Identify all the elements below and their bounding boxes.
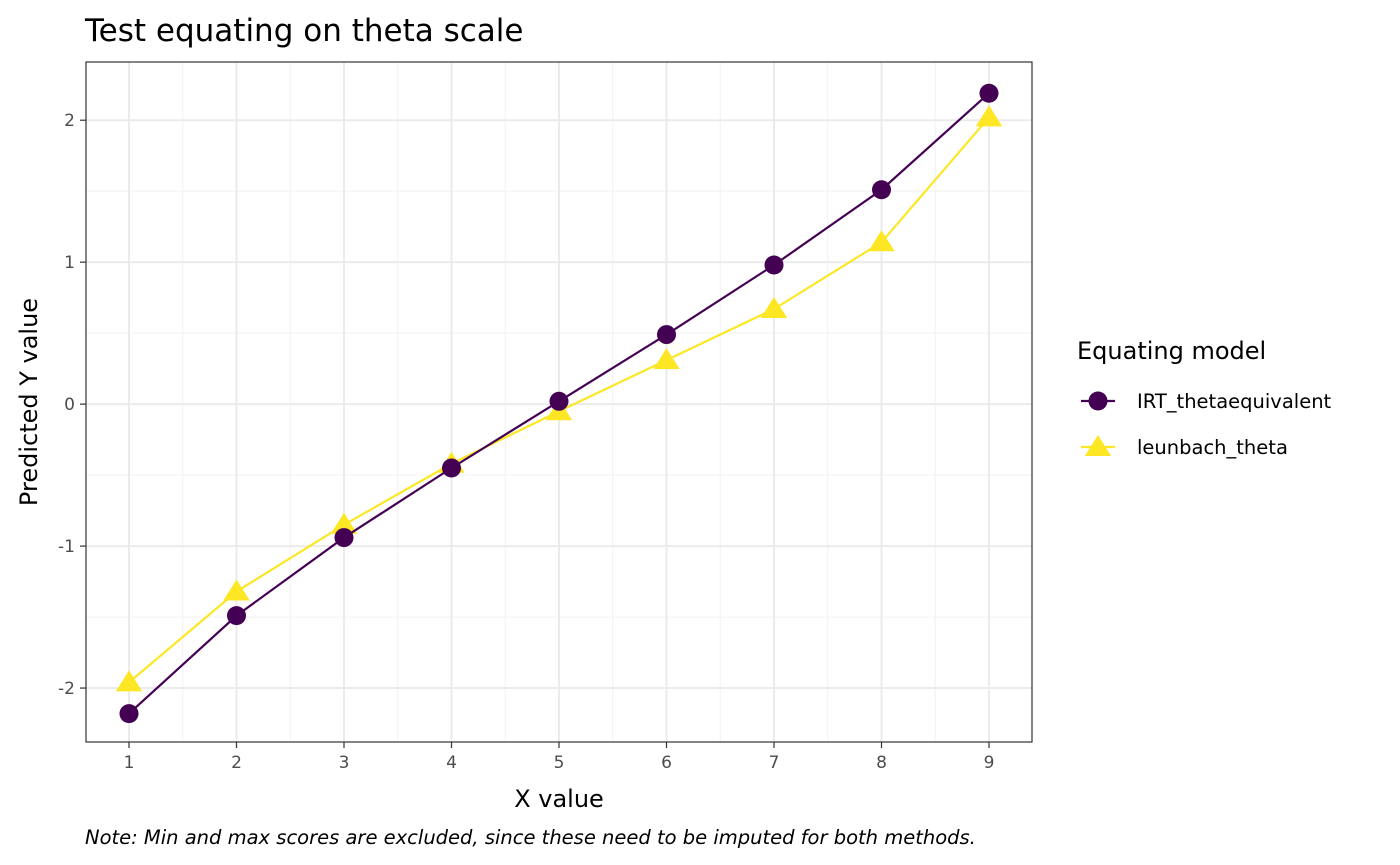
- axes: 1 2 3 4 5 6 7 8 9 -2 -1 0 1 2: [58, 111, 994, 773]
- legend-label: leunbach_theta: [1137, 436, 1288, 459]
- x-tick-label: 8: [876, 753, 887, 773]
- x-axis-label: X value: [514, 785, 604, 813]
- x-tick-label: 5: [554, 753, 565, 773]
- data-point-IRT_thetaequivalent: [764, 255, 784, 275]
- x-tick-label: 6: [661, 753, 672, 773]
- data-point-leunbach_theta: [653, 348, 680, 370]
- data-point-IRT_thetaequivalent: [549, 391, 569, 411]
- data-point-leunbach_theta: [223, 579, 250, 601]
- data-point-leunbach_theta: [330, 512, 358, 534]
- legend-label: IRT_thetaequivalent: [1137, 390, 1332, 413]
- x-tick-label: 1: [124, 753, 135, 773]
- data-point-IRT_thetaequivalent: [657, 325, 676, 345]
- x-tick-label: 3: [339, 753, 350, 773]
- x-tick-label: 4: [446, 753, 457, 773]
- x-tick-label: 7: [769, 753, 780, 773]
- y-tick-label: -2: [58, 679, 75, 699]
- series-layer: [115, 83, 1003, 724]
- legend-key-IRT_thetaequivalent: [1088, 391, 1108, 411]
- data-point-leunbach_theta: [975, 105, 1003, 127]
- data-point-leunbach_theta: [760, 297, 788, 319]
- data-point-leunbach_theta: [868, 230, 895, 252]
- x-tick-label: 2: [231, 753, 242, 773]
- legend-key-leunbach_theta: [1084, 435, 1112, 456]
- data-point-IRT_thetaequivalent: [119, 704, 139, 724]
- legend: Equating model IRT_thetaequivalentleunba…: [1077, 337, 1332, 459]
- y-tick-label: 1: [64, 253, 75, 273]
- y-tick-label: -1: [58, 537, 75, 557]
- y-axis-label: Predicted Y value: [15, 298, 43, 506]
- grid: [86, 62, 1032, 742]
- data-point-leunbach_theta: [115, 670, 143, 692]
- data-point-IRT_thetaequivalent: [227, 606, 246, 626]
- y-tick-label: 0: [64, 395, 75, 415]
- x-tick-label: 9: [984, 753, 995, 773]
- data-point-IRT_thetaequivalent: [334, 528, 354, 548]
- data-point-IRT_thetaequivalent: [979, 83, 999, 103]
- data-point-IRT_thetaequivalent: [872, 180, 891, 200]
- data-point-IRT_thetaequivalent: [442, 458, 461, 478]
- chart-title: Test equating on theta scale: [84, 13, 523, 49]
- legend-title: Equating model: [1077, 337, 1266, 365]
- caption: Note: Min and max scores are excluded, s…: [85, 826, 976, 849]
- y-tick-label: 2: [64, 111, 75, 131]
